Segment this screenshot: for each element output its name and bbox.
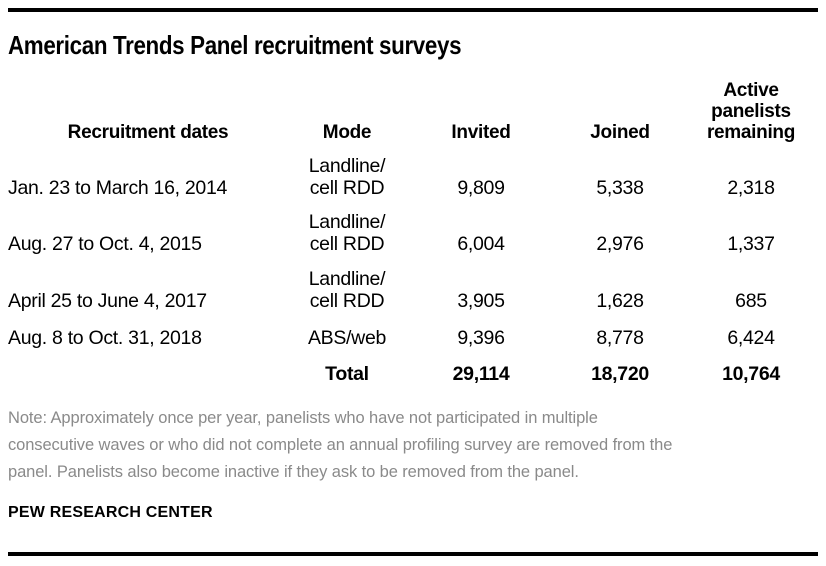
table-row: Jan. 23 to March 16, 2014 Landline/ cell…: [8, 143, 818, 199]
invited-cell: 3,905: [457, 290, 505, 312]
table-body: Jan. 23 to March 16, 2014 Landline/ cell…: [8, 143, 818, 385]
mode-cell: ABS/web: [288, 312, 406, 349]
footnote-line: consecutive waves or who did not complet…: [8, 436, 673, 454]
bottom-rule: [8, 552, 818, 556]
mode-line: Landline/: [308, 155, 386, 177]
page-container: American Trends Panel recruitment survey…: [0, 8, 826, 556]
page-title: American Trends Panel recruitment survey…: [8, 30, 462, 60]
joined-cell: 5,338: [596, 177, 644, 199]
mode-line: Landline/: [308, 268, 386, 290]
table-row: Aug. 27 to Oct. 4, 2015 Landline/ cell R…: [8, 199, 818, 255]
table-row: April 25 to June 4, 2017 Landline/ cell …: [8, 255, 818, 312]
table-row: Aug. 8 to Oct. 31, 2018 ABS/web 9,396 8,…: [8, 312, 818, 349]
joined-cell: 2,976: [596, 233, 644, 255]
footnote-line: Note: Approximately once per year, panel…: [8, 409, 598, 427]
remaining-cell: 2,318: [727, 177, 775, 199]
source-attribution: PEW RESEARCH CENTER: [8, 504, 213, 521]
dates-cell: Jan. 23 to March 16, 2014: [8, 177, 228, 199]
dates-cell: April 25 to June 4, 2017: [8, 290, 207, 312]
mode-line: ABS/web: [307, 327, 387, 349]
header-remaining-line: panelists: [711, 101, 791, 122]
dates-cell: Aug. 27 to Oct. 4, 2015: [8, 233, 202, 255]
mode-line: cell RDD: [309, 290, 385, 312]
header-row: Recruitment dates Mode Invited Joined Ac…: [8, 76, 818, 143]
table-header: Recruitment dates Mode Invited Joined Ac…: [8, 76, 818, 143]
total-remaining-cell: 10,764: [722, 363, 780, 385]
header-joined: Joined: [590, 122, 650, 143]
header-recruitment-dates: Recruitment dates: [67, 122, 229, 143]
mode-cell: Landline/ cell RDD: [288, 255, 406, 312]
header-invited: Invited: [451, 122, 511, 143]
mode-cell: Landline/ cell RDD: [288, 199, 406, 255]
mode-line: Landline/: [308, 211, 386, 233]
mode-line: cell RDD: [309, 177, 385, 199]
total-empty-cell: [8, 349, 288, 385]
remaining-cell: 6,424: [727, 327, 775, 349]
joined-cell: 1,628: [596, 290, 644, 312]
footnote-line: panel. Panelists also become inactive if…: [8, 463, 579, 481]
invited-cell: 6,004: [457, 233, 505, 255]
remaining-cell: 1,337: [727, 233, 775, 255]
invited-cell: 9,809: [457, 177, 505, 199]
header-remaining-line: remaining: [706, 122, 796, 143]
header-active-panelists-remaining: Active panelists remaining: [684, 76, 818, 143]
header-mode: Mode: [322, 122, 372, 143]
joined-cell: 8,778: [596, 327, 644, 349]
remaining-cell: 685: [735, 290, 767, 312]
header-remaining-line: Active: [723, 80, 779, 101]
footnote: Note: Approximately once per year, panel…: [8, 405, 808, 486]
mode-line: cell RDD: [309, 233, 385, 255]
invited-cell: 9,396: [457, 327, 505, 349]
dates-cell: Aug. 8 to Oct. 31, 2018: [8, 327, 202, 349]
top-rule: [8, 8, 818, 12]
mode-cell: Landline/ cell RDD: [288, 143, 406, 199]
total-joined-cell: 18,720: [591, 363, 649, 385]
recruitment-table: Recruitment dates Mode Invited Joined Ac…: [8, 76, 818, 385]
total-invited-cell: 29,114: [452, 363, 510, 385]
total-label-cell: Total: [325, 363, 369, 385]
total-row: Total 29,114 18,720 10,764: [8, 349, 818, 385]
